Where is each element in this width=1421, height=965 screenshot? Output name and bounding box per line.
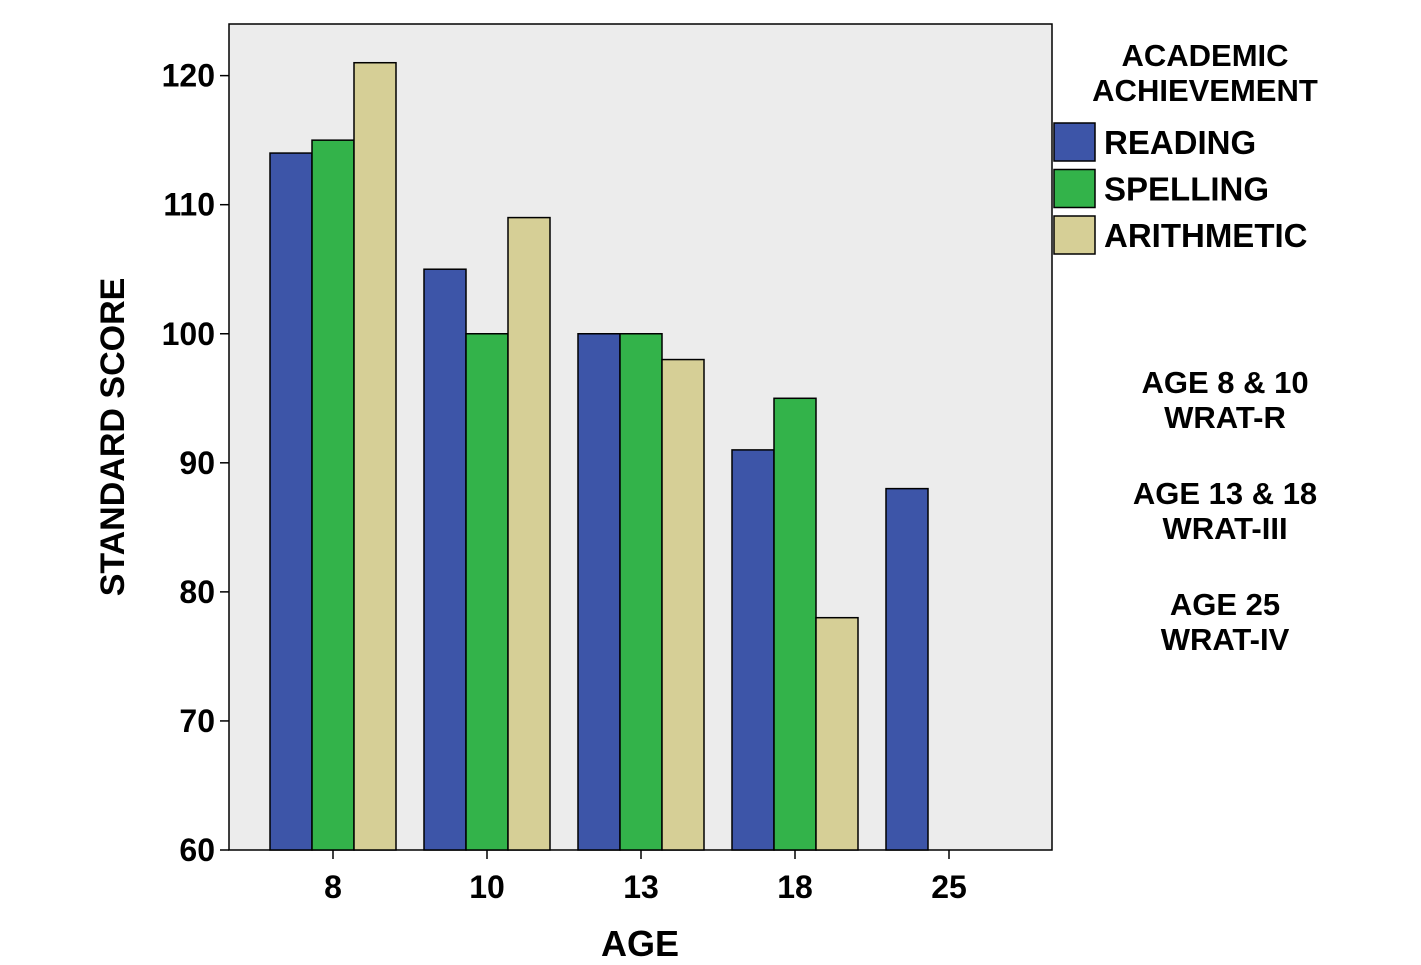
y-axis-label: STANDARD SCORE — [94, 278, 132, 597]
bar-spelling-age-18 — [773, 397, 817, 851]
legend-swatch-arithmetic — [1053, 215, 1096, 255]
note-2-line-1: AGE 13 & 18 — [1133, 476, 1317, 511]
bar-arithmetic-age-13 — [661, 358, 705, 851]
note-3-line-1: AGE 25 — [1170, 587, 1280, 622]
y-tick-label-120: 120 — [162, 58, 215, 94]
note-1-line-2: WRAT-R — [1164, 400, 1286, 435]
legend-title-line-2: ACHIEVEMENT — [1092, 73, 1318, 108]
legend-swatch-reading — [1053, 122, 1096, 162]
y-axis: 60 70 80 90 100 110 120 — [162, 58, 229, 868]
bar-reading-age-10 — [423, 268, 467, 851]
test-version-notes: AGE 8 & 10 WRAT-R AGE 13 & 18 WRAT-III A… — [1133, 365, 1317, 657]
bar-reading-age-18 — [731, 449, 775, 851]
x-axis-label: AGE — [601, 923, 679, 964]
legend-label-reading: READING — [1104, 124, 1256, 161]
legend-label-spelling: SPELLING — [1104, 171, 1269, 208]
bar-spelling-age-10 — [465, 333, 509, 851]
legend-title-line-1: ACADEMIC — [1121, 38, 1288, 73]
x-tick-label-8: 8 — [324, 869, 342, 905]
note-1-line-1: AGE 8 & 10 — [1141, 365, 1308, 400]
legend-label-arithmetic: ARITHMETIC — [1104, 217, 1307, 254]
y-tick-label-80: 80 — [179, 574, 215, 610]
note-2-line-2: WRAT-III — [1162, 511, 1287, 546]
y-tick-label-90: 90 — [179, 445, 215, 481]
bar-arithmetic-age-10 — [507, 216, 551, 851]
legend: ACADEMIC ACHIEVEMENT READING SPELLING ARIT… — [1053, 38, 1318, 255]
bar-spelling-age-13 — [619, 333, 663, 851]
bar-reading-age-25 — [885, 487, 929, 851]
legend-swatch-spelling — [1053, 168, 1096, 209]
note-3-line-2: WRAT-IV — [1161, 622, 1290, 657]
y-tick-label-110: 110 — [163, 187, 215, 223]
bar-arithmetic-age-8 — [353, 61, 397, 851]
bars-group — [269, 61, 929, 851]
bar-arithmetic-age-18 — [815, 616, 859, 851]
x-tick-label-13: 13 — [623, 869, 659, 905]
y-tick-label-60: 60 — [179, 832, 215, 868]
x-axis: 8 10 13 18 25 — [324, 850, 967, 905]
bar-spelling-age-8 — [311, 139, 355, 851]
y-tick-label-100: 100 — [162, 316, 215, 352]
x-tick-label-25: 25 — [931, 869, 967, 905]
y-tick-label-70: 70 — [179, 703, 215, 739]
bar-reading-age-8 — [269, 152, 313, 851]
x-tick-label-18: 18 — [777, 869, 813, 905]
x-tick-label-10: 10 — [469, 869, 505, 905]
bar-reading-age-13 — [577, 333, 621, 851]
legend-items: READING SPELLING ARITHMETIC — [1053, 122, 1307, 255]
